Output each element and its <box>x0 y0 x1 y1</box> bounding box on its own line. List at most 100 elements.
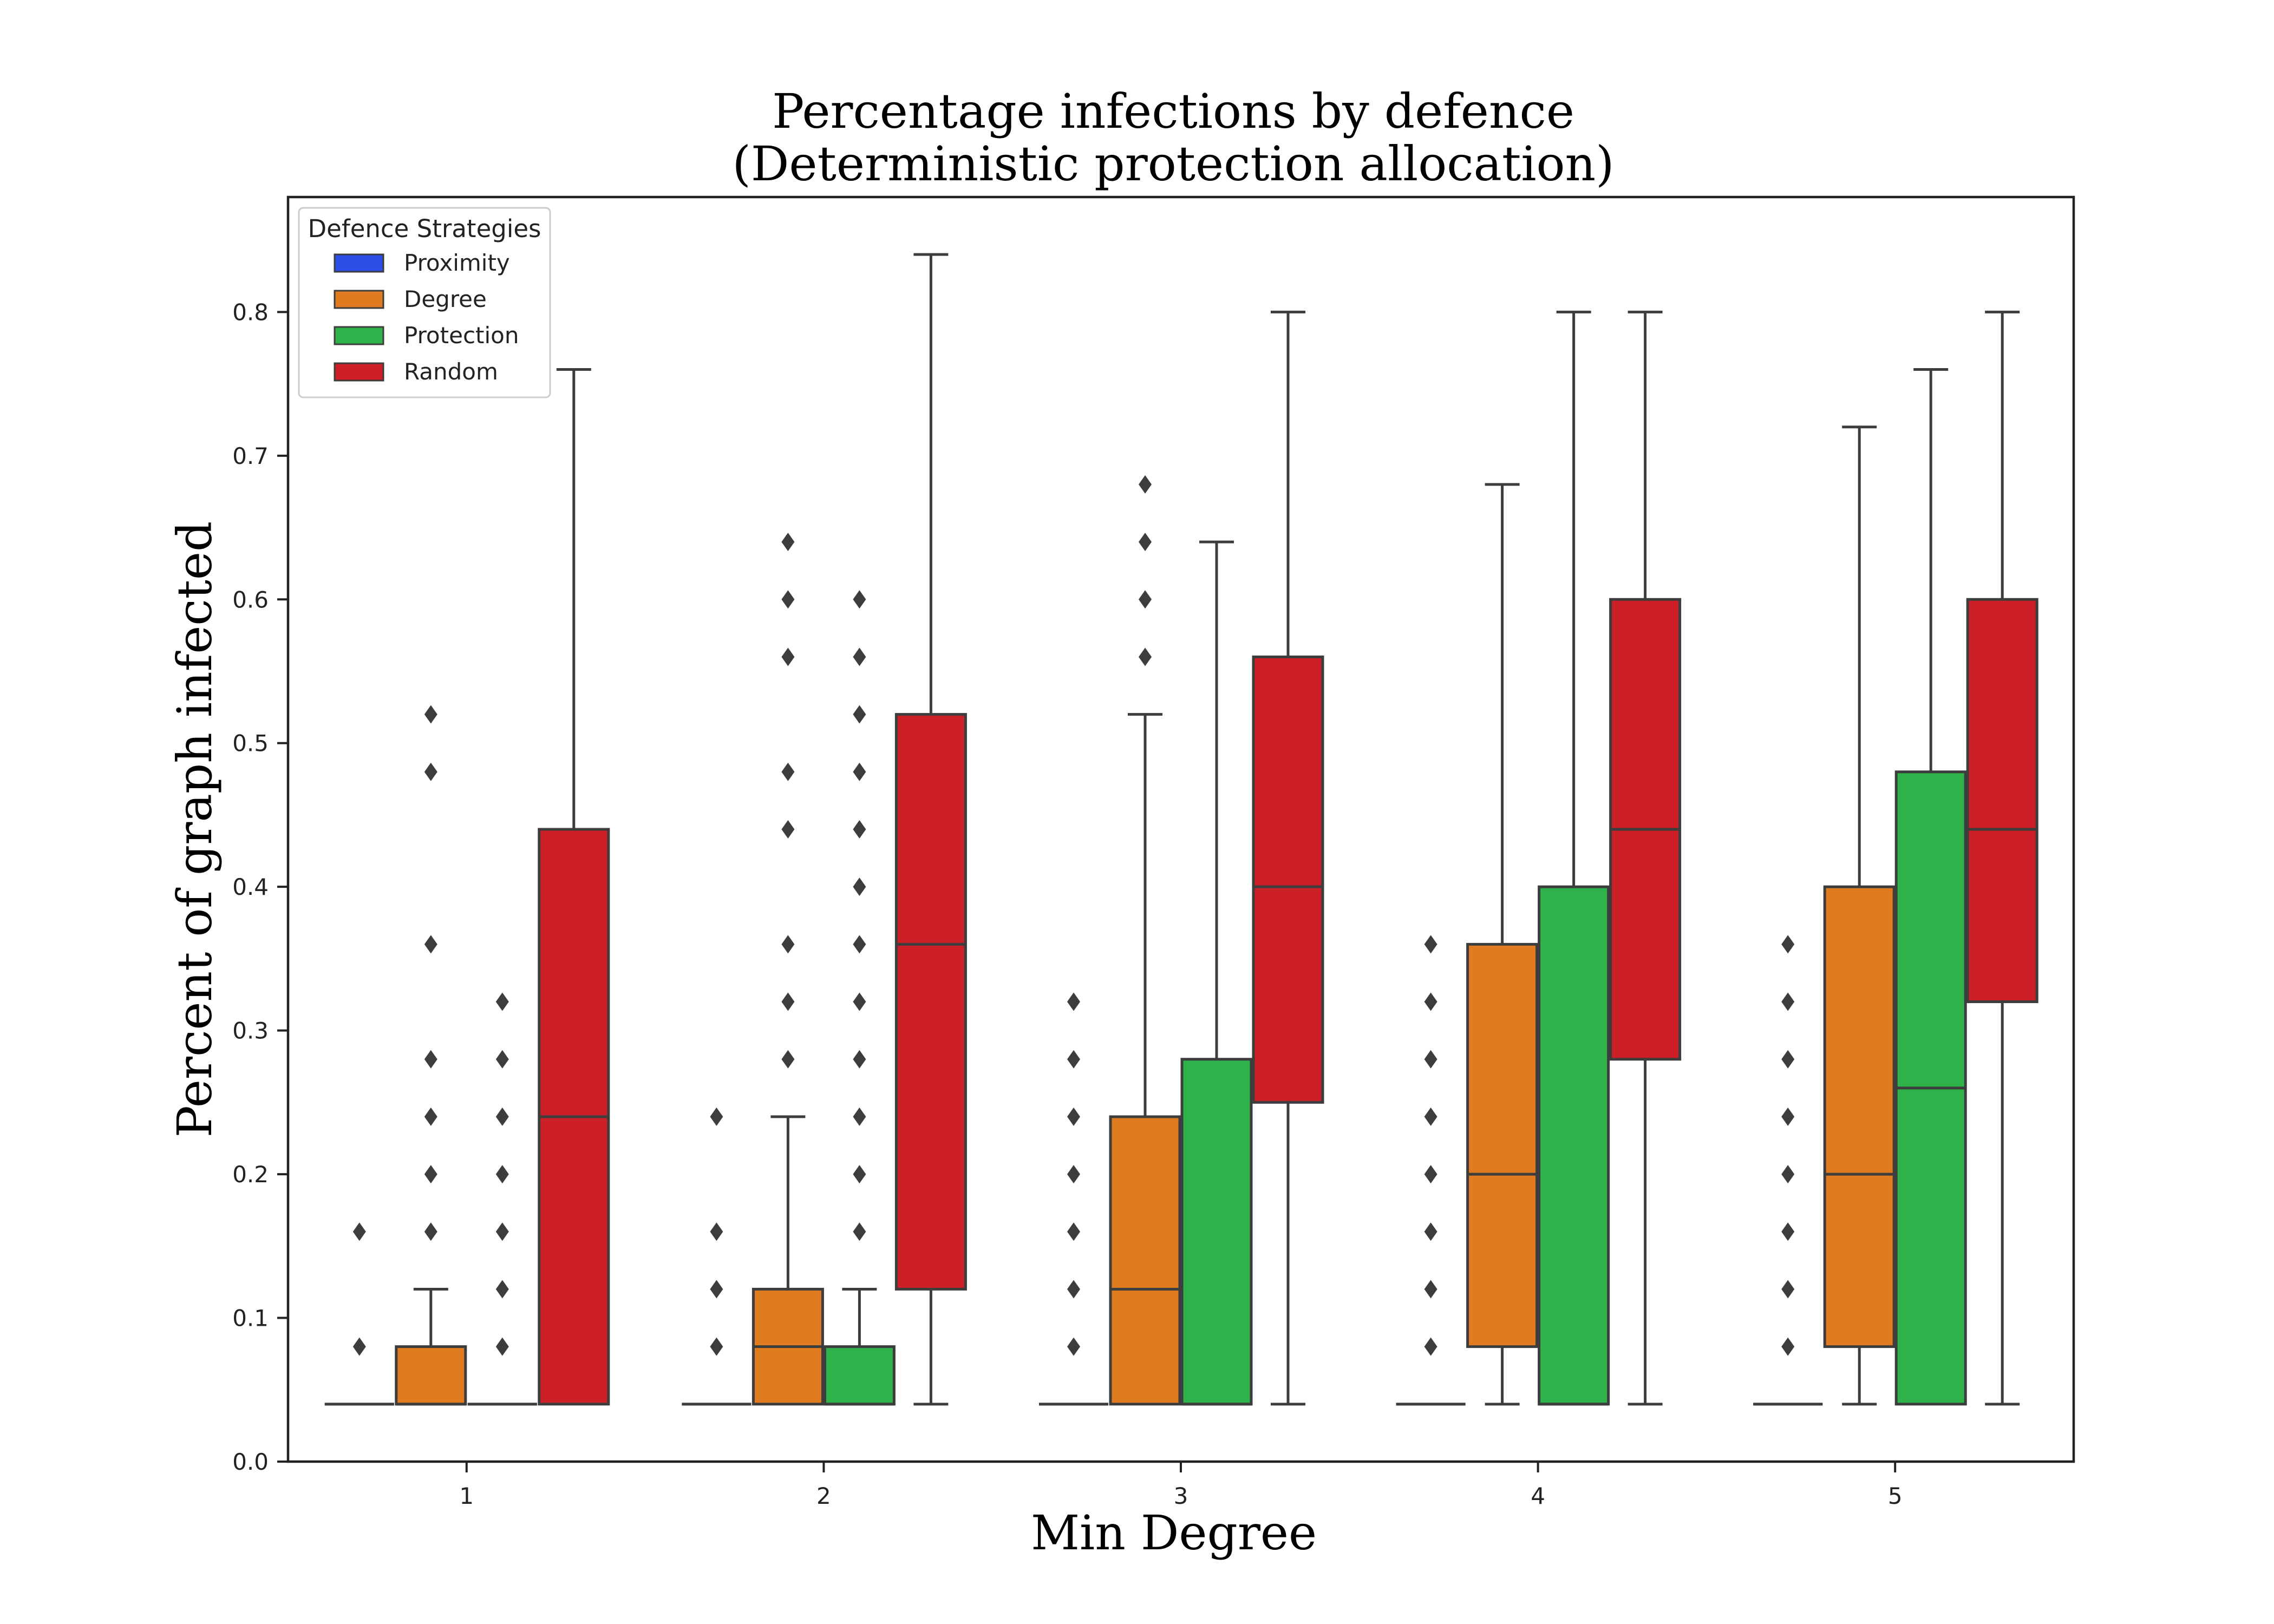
legend-label-random: Random <box>404 358 498 385</box>
outlier-point <box>1067 1107 1080 1126</box>
outlier-point <box>1781 1222 1795 1241</box>
outlier-point <box>853 762 866 781</box>
outlier-point <box>1067 992 1080 1011</box>
box-body <box>1538 885 1610 1406</box>
outlier-point <box>781 992 795 1011</box>
outlier-point <box>1424 1050 1437 1069</box>
outlier-point <box>1424 1337 1437 1356</box>
y-tick-label: 0.4 <box>232 874 269 900</box>
y-tick-label: 0.6 <box>232 586 269 613</box>
outlier-point <box>1067 1165 1080 1184</box>
outlier-point <box>853 992 866 1011</box>
outlier-point <box>710 1280 723 1299</box>
box-degree-1 <box>395 705 467 1406</box>
outlier-point <box>1424 1107 1437 1126</box>
outlier-point <box>853 935 866 954</box>
outlier-point <box>495 1337 509 1356</box>
outlier-point <box>781 1050 795 1069</box>
outlier-point <box>781 590 795 609</box>
axis-ticks: 0.0 0.1 0.2 0.3 0.4 0.5 0.6 0.7 0.8 1 2 3 4 5 <box>232 299 1902 1509</box>
y-tick-label: 0.7 <box>232 443 269 469</box>
outlier-point <box>424 1165 437 1184</box>
outlier-point <box>853 705 866 724</box>
box-proximity-2 <box>682 1107 752 1406</box>
outlier-point <box>1424 1280 1437 1299</box>
outlier-point <box>853 647 866 666</box>
box-proximity-4 <box>1396 935 1466 1406</box>
box-body <box>1109 1115 1181 1406</box>
box-proximity-3 <box>1039 992 1108 1406</box>
outlier-point <box>853 878 866 896</box>
box-degree-4 <box>1466 483 1539 1406</box>
outlier-point <box>710 1337 723 1356</box>
y-axis-label: Percent of graph infected <box>167 521 223 1138</box>
chart-subtitle: (Deterministic protection allocation) <box>732 136 1614 192</box>
legend-label-degree: Degree <box>404 286 487 312</box>
legend-label-protection: Protection <box>404 322 519 349</box>
y-tick-label: 0.8 <box>232 299 269 325</box>
outlier-point <box>424 762 437 781</box>
box-body <box>823 1345 896 1406</box>
outlier-point <box>1067 1222 1080 1241</box>
box-random-3 <box>1252 310 1324 1406</box>
outlier-point <box>1139 590 1152 609</box>
outlier-point <box>1424 1165 1437 1184</box>
outlier-point <box>853 590 866 609</box>
outlier-point <box>495 1107 509 1126</box>
outlier-point <box>1781 1337 1795 1356</box>
box-random-5 <box>1966 310 2038 1406</box>
box-degree-5 <box>1823 425 1896 1406</box>
outlier-point <box>495 992 509 1011</box>
outlier-point <box>853 1107 866 1126</box>
outlier-point <box>1781 1107 1795 1126</box>
box-body <box>1966 598 2038 1004</box>
x-tick-label: 4 <box>1531 1483 1545 1509</box>
outlier-point <box>424 1107 437 1126</box>
box-random-4 <box>1609 310 1682 1406</box>
y-tick-label: 0.5 <box>232 730 269 757</box>
outlier-point <box>1781 1050 1795 1069</box>
box-body <box>894 713 967 1291</box>
x-tick-label: 2 <box>816 1483 831 1509</box>
box-body <box>1252 655 1324 1104</box>
outlier-point <box>1067 1280 1080 1299</box>
outlier-point <box>1139 475 1152 494</box>
outlier-point <box>853 820 866 839</box>
outlier-point <box>1781 1165 1795 1184</box>
box-body <box>1823 885 1896 1348</box>
box-random-2 <box>894 253 967 1406</box>
outlier-point <box>1781 935 1795 954</box>
chart-title: Percentage infections by defence <box>772 83 1574 139</box>
outlier-point <box>1424 935 1437 954</box>
x-tick-label: 1 <box>459 1483 474 1509</box>
box-body <box>1466 942 1539 1348</box>
box-protection-5 <box>1894 368 1967 1406</box>
outlier-point <box>781 647 795 666</box>
box-random-1 <box>538 368 610 1406</box>
box-protection-1 <box>467 992 537 1406</box>
outlier-point <box>781 820 795 839</box>
outlier-point <box>1067 1337 1080 1356</box>
legend-swatch-random <box>334 362 384 382</box>
outlier-point <box>352 1337 366 1356</box>
outlier-point <box>781 935 795 954</box>
outlier-point <box>424 1222 437 1241</box>
outlier-point <box>853 1165 866 1184</box>
outlier-point <box>1139 647 1152 666</box>
legend-swatch-degree <box>334 290 384 309</box>
box-degree-2 <box>752 533 824 1406</box>
outlier-point <box>352 1222 366 1241</box>
box-body <box>395 1345 467 1406</box>
box-degree-3 <box>1109 475 1181 1406</box>
legend-label-proximity: Proximity <box>404 250 510 276</box>
outlier-point <box>710 1222 723 1241</box>
outlier-point <box>424 705 437 724</box>
legend-title: Defence Strategies <box>308 214 541 243</box>
box-protection-4 <box>1538 310 1610 1406</box>
outlier-point <box>1139 533 1152 552</box>
outlier-point <box>1781 992 1795 1011</box>
box-body <box>1180 1058 1253 1406</box>
box-proximity-1 <box>324 1222 394 1406</box>
outlier-point <box>781 762 795 781</box>
